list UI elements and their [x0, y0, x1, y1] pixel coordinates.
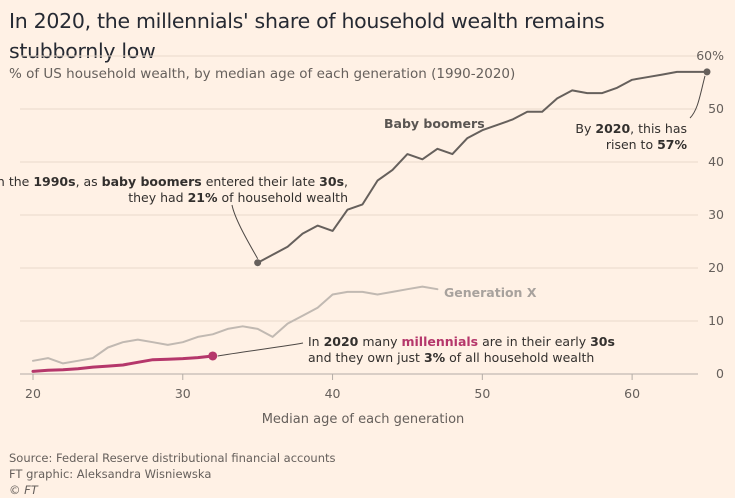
annotation-millennials-line-2: and they own just 3% of all household we…: [308, 350, 594, 365]
y-tick-label: 20: [708, 260, 724, 275]
annotation-2020-line-2: risen to 57%: [606, 137, 688, 152]
annotation-1990s-line-2: they had 21% of household wealth: [128, 190, 348, 205]
leader-1990s: [231, 204, 259, 259]
y-axis-ticks: 0 10 20 30 40 50 60%: [696, 48, 724, 381]
source-line: Source: Federal Reserve distributional f…: [9, 451, 336, 465]
grid-lines: [20, 55, 698, 375]
credit-line: FT graphic: Aleksandra Wisniewska: [9, 467, 212, 481]
y-tick-label: 60%: [696, 48, 724, 63]
dot-millennials-2020: [208, 351, 218, 361]
highlight-dots: [208, 68, 711, 361]
series-lines: [31, 70, 708, 373]
series-line-millennials: [31, 354, 215, 373]
y-tick-label: 10: [708, 313, 724, 328]
x-tick-label: 20: [25, 386, 41, 401]
title-line-1: In 2020, the millennials' share of house…: [9, 9, 605, 33]
annotation-millennials-line-1: In 2020 many millennials are in their ea…: [308, 334, 615, 349]
chart-title: In 2020, the millennials' share of house…: [9, 6, 609, 66]
series-line-baby-boomers: [256, 70, 708, 264]
chart-subtitle: % of US household wealth, by median age …: [9, 66, 516, 82]
series-line-generation-x: [32, 285, 439, 365]
y-tick-label: 0: [716, 366, 724, 381]
leader-millennials: [217, 342, 304, 357]
x-tick-label: 50: [474, 386, 490, 401]
line-chart: 0 10 20 30 40 50 60% 20 30 40 50 60 Median age of …: [0, 48, 724, 427]
dot-boomers-1990: [254, 259, 262, 267]
x-tick-label: 40: [325, 386, 341, 401]
x-tick-label: 60: [624, 386, 640, 401]
x-axis-label: Median age of each generation: [262, 412, 465, 427]
source-footer: Source: Federal Reserve distributional f…: [9, 450, 336, 498]
annotation-2020-line-1: By 2020, this has: [575, 121, 687, 136]
x-axis-ticks: 20 30 40 50 60: [25, 374, 640, 401]
y-tick-label: 50: [708, 101, 724, 116]
x-tick-label: 30: [175, 386, 191, 401]
leader-2020: [689, 75, 706, 119]
y-tick-label: 30: [708, 207, 724, 222]
series-label-generation-x: Generation X: [444, 285, 537, 300]
dot-boomers-2020: [703, 68, 711, 76]
title-line-2: stubbornly low: [9, 39, 156, 63]
copyright-line: © FT: [9, 483, 38, 497]
y-tick-label: 40: [708, 154, 724, 169]
series-label-baby-boomers: Baby boomers: [384, 116, 485, 131]
annotation-leaders: [217, 75, 706, 357]
annotation-1990s-line-1: In the 1990s, as baby boomers entered th…: [0, 174, 348, 189]
